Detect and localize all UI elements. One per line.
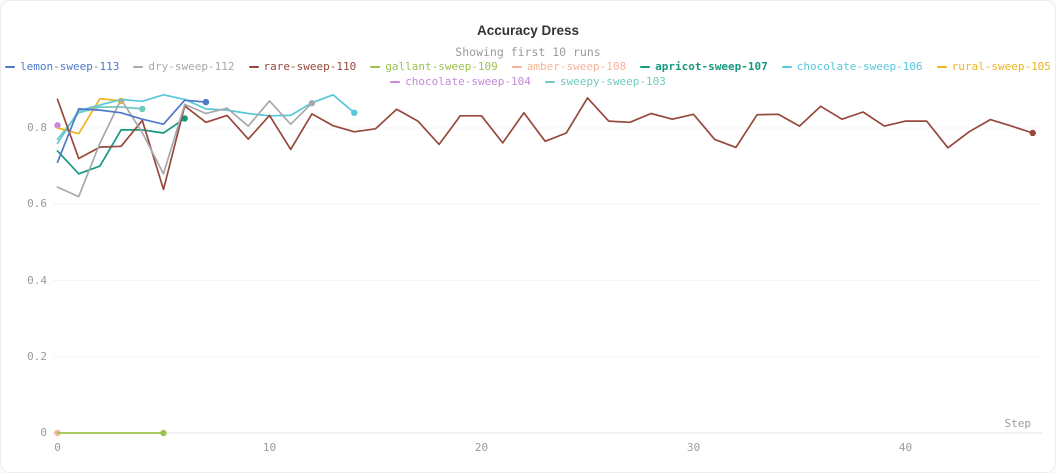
legend-swatch-icon: [133, 65, 144, 69]
y-tick-label: 0.4: [27, 273, 47, 287]
legend-label: rural-sweep-105: [951, 60, 1051, 73]
legend-item-dry-sweep-112[interactable]: dry-sweep-112: [133, 60, 235, 74]
legend-row-2: chocolate-sweep-104 sweepy-sweep-103: [1, 75, 1055, 89]
legend-item-chocolate-sweep-106[interactable]: chocolate-sweep-106: [781, 60, 923, 74]
legend-swatch-icon: [370, 65, 381, 69]
y-tick-label: 0.6: [27, 197, 47, 211]
series-line-rare-sweep-110[interactable]: [56, 97, 1034, 191]
legend-swatch-icon: [640, 65, 651, 69]
legend-label: apricot-sweep-107: [655, 60, 768, 73]
legend-label: rare-sweep-110: [263, 60, 357, 73]
series-end-dot-sweepy-sweep-103[interactable]: [139, 105, 146, 113]
series-line-apricot-sweep-107[interactable]: [56, 117, 186, 175]
legend-label: chocolate-sweep-106: [796, 60, 923, 73]
legend-swatch-icon: [5, 65, 16, 69]
x-tick-label: 0: [54, 441, 61, 454]
legend-label: dry-sweep-112: [148, 60, 235, 73]
legend-item-chocolate-sweep-104[interactable]: chocolate-sweep-104: [390, 75, 531, 89]
legend-swatch-icon: [511, 65, 522, 69]
y-tick-label: 0.8: [27, 121, 47, 134]
series-end-dot-apricot-sweep-107[interactable]: [181, 115, 188, 122]
legend-swatch-icon: [781, 65, 792, 69]
x-axis-title: Step: [1004, 417, 1032, 430]
series-end-dot-gallant-sweep-109[interactable]: [160, 429, 167, 437]
series-end-dot-chocolate-sweep-104[interactable]: [54, 122, 61, 129]
legend-label: amber-sweep-108: [526, 60, 627, 73]
legend-item-rare-sweep-110[interactable]: rare-sweep-110: [248, 60, 357, 74]
legend-item-lemon-sweep-113[interactable]: lemon-sweep-113: [5, 60, 119, 74]
x-tick-label: 40: [898, 441, 913, 454]
legend-label: gallant-sweep-109: [385, 60, 498, 73]
series-end-dot-chocolate-sweep-106[interactable]: [351, 109, 358, 116]
series-end-dot-rare-sweep-110[interactable]: [1029, 129, 1036, 137]
y-tick-label: 0: [40, 426, 47, 439]
legend-item-apricot-sweep-107[interactable]: apricot-sweep-107: [640, 60, 768, 74]
legend-item-amber-sweep-108[interactable]: amber-sweep-108: [511, 60, 627, 74]
x-tick-label: 20: [474, 441, 489, 454]
legend-label: sweepy-sweep-103: [559, 75, 666, 88]
series-line-lemon-sweep-113[interactable]: [56, 99, 207, 164]
legend-swatch-icon: [248, 65, 259, 69]
x-tick-label: 10: [262, 441, 277, 454]
legend-label: chocolate-sweep-104: [405, 75, 531, 88]
legend-swatch-icon: [544, 80, 555, 84]
legend-item-gallant-sweep-109[interactable]: gallant-sweep-109: [370, 60, 498, 74]
legend-item-rural-sweep-105[interactable]: rural-sweep-105: [936, 60, 1051, 74]
legend-swatch-icon: [936, 65, 947, 69]
legend-item-sweepy-sweep-103[interactable]: sweepy-sweep-103: [544, 75, 666, 89]
chart-legend: lemon-sweep-113 dry-sweep-112 rare-sweep-1…: [1, 59, 1055, 89]
y-tick-label: 0.2: [27, 349, 47, 363]
series-line-chocolate-sweep-106[interactable]: [56, 93, 356, 145]
chart-subtitle: Showing first 10 runs: [455, 45, 601, 59]
legend-row-1: lemon-sweep-113 dry-sweep-112 rare-sweep-1…: [1, 60, 1055, 74]
x-tick-label: 30: [686, 441, 701, 454]
legend-swatch-icon: [390, 80, 401, 84]
series-end-dot-lemon-sweep-113[interactable]: [202, 98, 210, 106]
series-end-dot-dry-sweep-112[interactable]: [308, 100, 316, 107]
series-line-dry-sweep-112[interactable]: [56, 98, 313, 198]
chart-title: Accuracy Dress: [476, 23, 580, 38]
legend-label: lemon-sweep-113: [20, 60, 120, 73]
